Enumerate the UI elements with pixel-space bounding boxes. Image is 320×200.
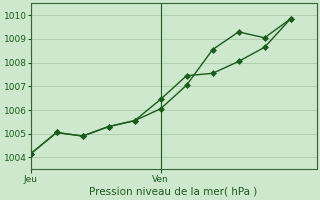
X-axis label: Pression niveau de la mer( hPa ): Pression niveau de la mer( hPa ) xyxy=(90,187,258,197)
